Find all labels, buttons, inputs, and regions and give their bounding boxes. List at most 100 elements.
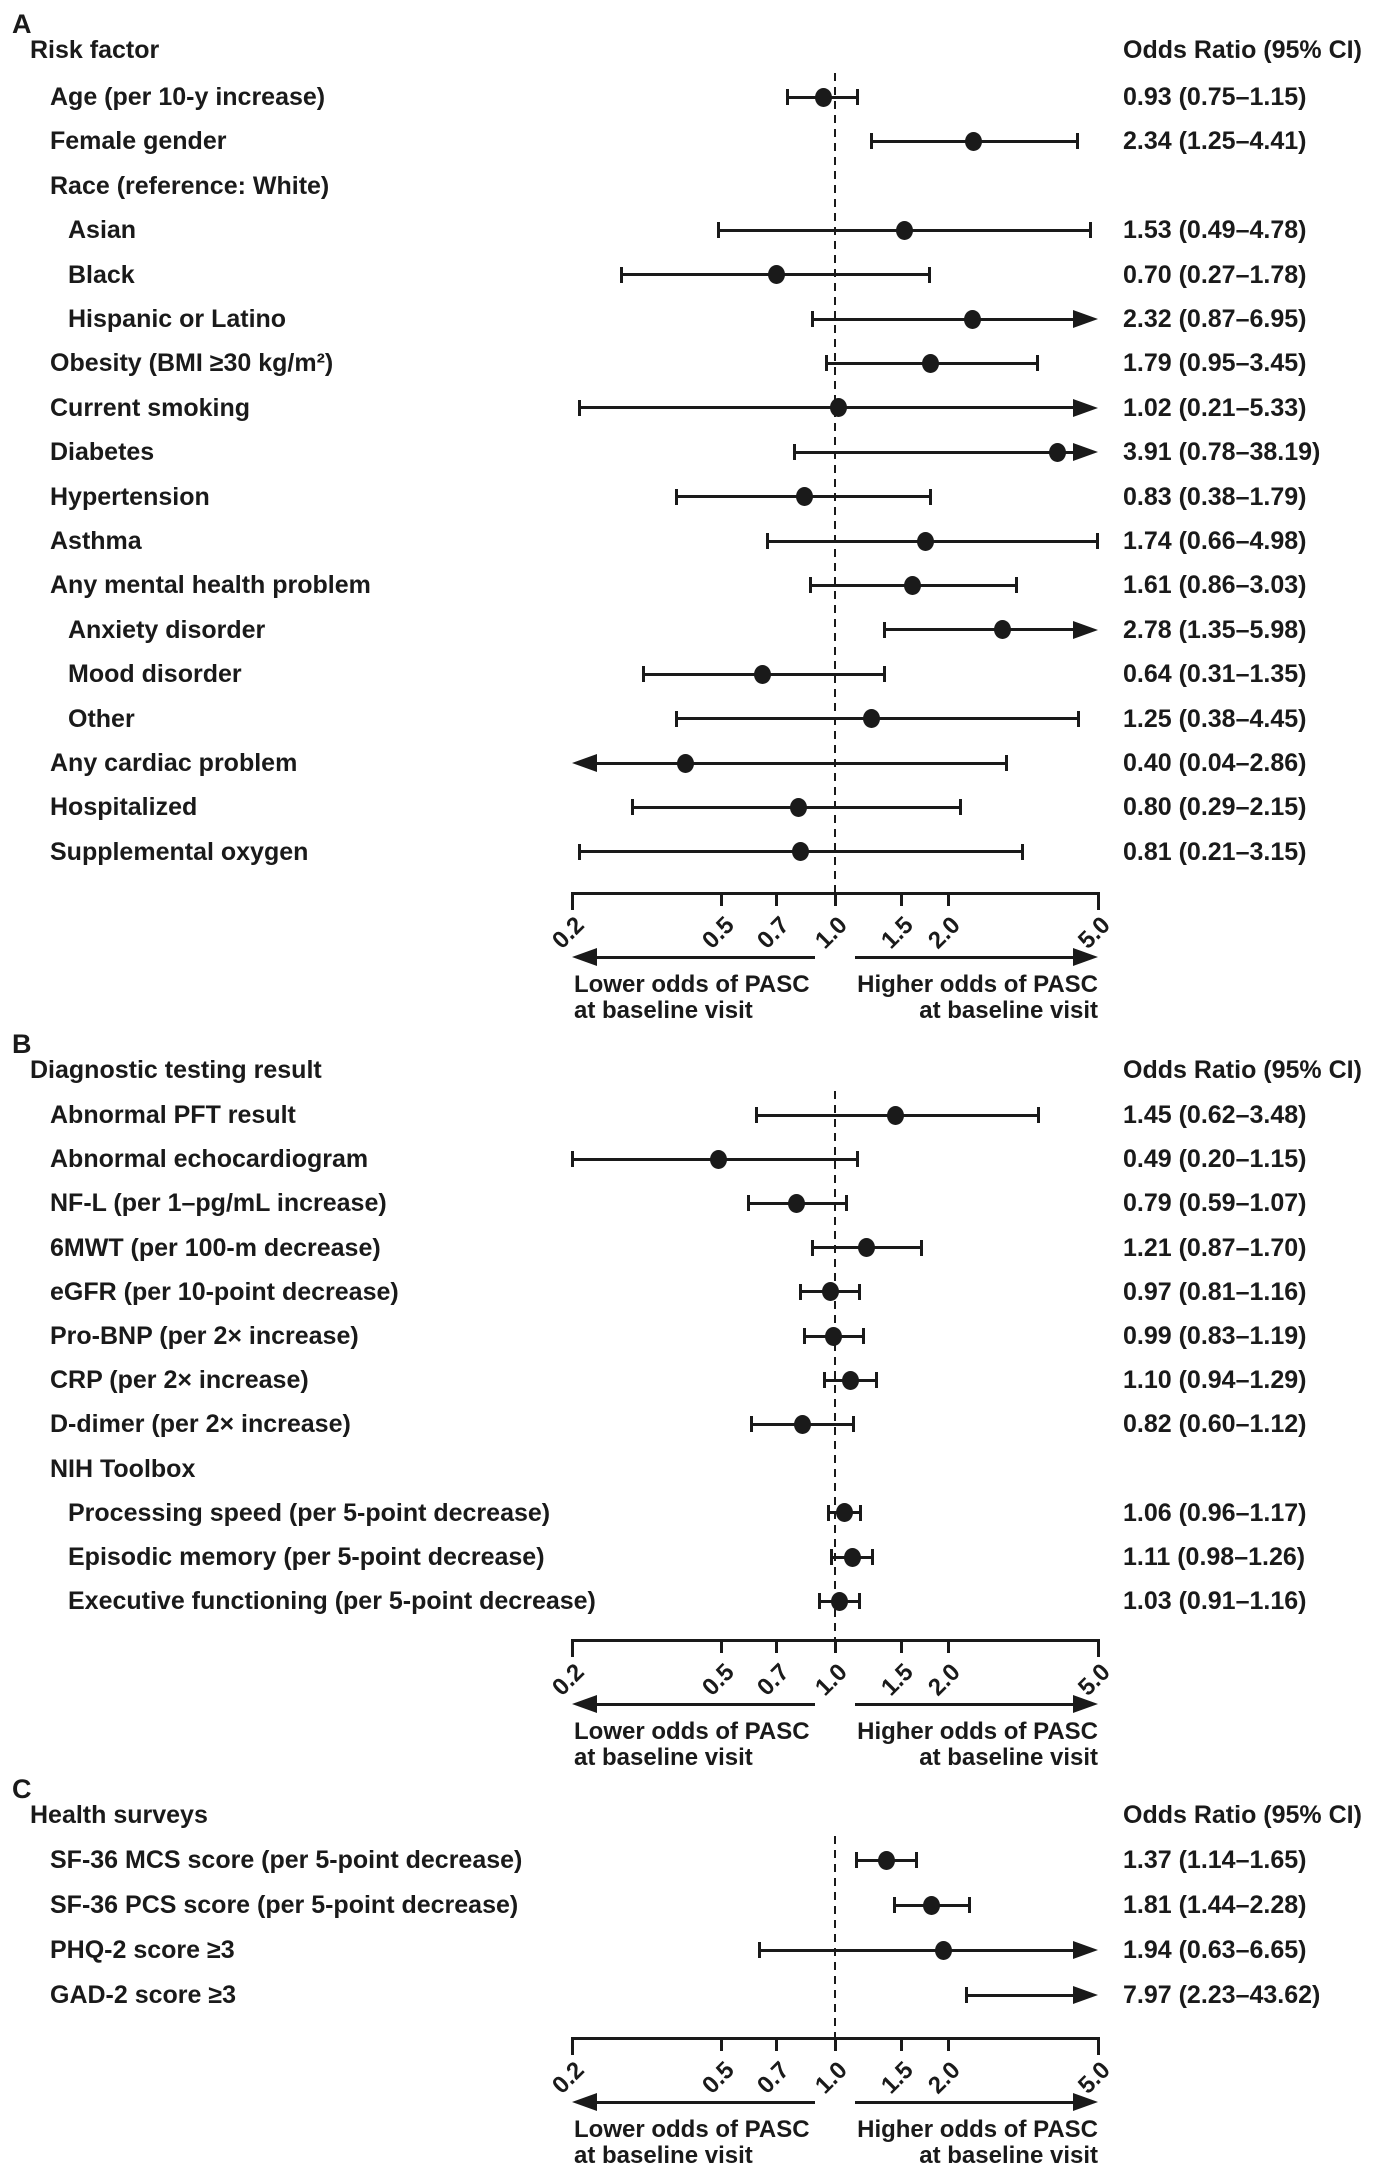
ci-cap-high [861,1328,865,1344]
row-label: Abnormal echocardiogram [50,1145,369,1174]
panel-letter: B [12,1029,32,1059]
axis-tick-label: 0.5 [696,2056,740,2100]
ci-cap-low [810,1239,814,1256]
ci-cap-low [882,621,886,638]
direction-label-left-line2: at baseline visit [574,1744,753,1771]
ci-cap-low [810,311,814,327]
ci-cap-high [859,1504,863,1521]
axis-tick-label: 0.2 [546,911,590,955]
or-value: 1.37 (1.14–1.65) [1123,1846,1307,1874]
row-label: D-dimer (per 2× increase) [50,1410,351,1439]
axis-tick-label: 5.0 [1072,2056,1116,2100]
value-column-header: Odds Ratio (95% CI) [1123,36,1362,64]
direction-arrowhead-right [1073,1695,1098,1713]
ci-cap-low [675,488,679,505]
or-dot [709,1149,727,1169]
ci-cap-low [747,1195,751,1212]
ci-cap-low [818,1593,822,1610]
ci-cap-high [844,1195,848,1212]
ci-cap-low [786,89,790,105]
direction-arrowhead-right [1073,948,1098,966]
ci-cap-high [1095,533,1099,549]
ci-cap-high [871,1549,875,1565]
or-dot [921,353,939,373]
direction-label-right-line1: Higher odds of PASC [857,971,1098,998]
direction-label-left-line1: Lower odds of PASC [574,971,810,998]
or-value: 1.06 (0.96–1.17) [1123,1498,1307,1527]
ci-cap-high [1035,355,1039,372]
reference-line [834,73,836,893]
ci-cap-high [1014,577,1018,594]
or-dot [794,1414,812,1434]
row-label: Anxiety disorder [68,615,266,644]
or-dot [843,1547,861,1567]
or-value: 1.94 (0.63–6.65) [1123,1936,1307,1964]
or-dot [923,1895,941,1915]
or-value: 7.97 (2.23–43.62) [1123,1981,1321,2009]
or-dot [877,1850,895,1870]
row-label: Hospitalized [50,793,198,822]
axis-tick [570,1641,574,1657]
direction-label-right-line1: Higher odds of PASC [857,2116,1098,2143]
or-dot [857,1238,875,1258]
or-value: 1.21 (0.87–1.70) [1123,1233,1307,1262]
or-dot [862,709,880,729]
row-label: Asian [68,216,137,245]
panel-letter: A [12,9,32,39]
ci-cap-high [958,799,962,816]
row-label: eGFR (per 10-point decrease) [50,1277,399,1306]
or-dot [814,87,832,107]
axis-tick-label: 0.7 [751,911,795,955]
row-label: 6MWT (per 100-m decrease) [50,1233,381,1262]
axis-tick [720,894,724,906]
or-value: 0.99 (0.83–1.19) [1123,1322,1307,1350]
ci-line [593,761,1007,765]
ci-cap-low [570,1151,574,1168]
or-value: 0.93 (0.75–1.15) [1123,83,1307,111]
or-value: 1.79 (0.95–3.45) [1123,349,1307,378]
ci-arrowhead-right [1073,1986,1098,2004]
ci-cap-high [915,1852,919,1868]
row-label: Female gender [50,127,227,156]
ci-cap-low [854,1852,858,1868]
direction-arrow-left-line [594,2100,815,2104]
or-value: 1.53 (0.49–4.78) [1123,216,1307,245]
or-dot [934,1940,952,1960]
ci-line [579,406,1077,410]
row-label: Any cardiac problem [50,749,298,777]
or-value: 1.02 (0.21–5.33) [1123,393,1307,422]
ci-cap-low [803,1328,807,1344]
reference-line [834,1836,836,2038]
or-value: 0.80 (0.29–2.15) [1123,793,1307,822]
axis-line [570,891,1100,895]
row-label: Episodic memory (per 5-point decrease) [68,1543,545,1571]
or-dot [993,620,1011,640]
axis-line [570,2036,1100,2040]
axis-tick [570,2039,574,2055]
or-dot [821,1282,839,1302]
row-label: Executive functioning (per 5-point decre… [68,1587,596,1616]
ci-cap-low [675,710,679,727]
or-value: 1.10 (0.94–1.29) [1123,1366,1307,1395]
or-value: 2.78 (1.35–5.98) [1123,615,1307,644]
ci-cap-low [830,1549,834,1565]
or-value: 1.74 (0.66–4.98) [1123,527,1307,555]
or-dot [895,220,913,240]
or-value: 0.97 (0.81–1.16) [1123,1277,1307,1306]
or-value: 1.25 (0.38–4.45) [1123,704,1307,733]
or-value: 0.70 (0.27–1.78) [1123,260,1307,289]
or-dot [792,842,810,862]
direction-arrow-right-line [855,2100,1075,2104]
axis-tick-label: 0.7 [751,1658,795,1702]
ci-cap-high [857,1283,861,1300]
ci-line [794,450,1077,454]
or-value: 1.11 (0.98–1.26) [1123,1543,1306,1571]
or-value: 0.64 (0.31–1.35) [1123,660,1307,689]
direction-label-right-line1: Higher odds of PASC [857,1718,1098,1745]
or-value: 1.45 (0.62–3.48) [1123,1101,1307,1129]
axis-tick-label: 0.2 [546,1658,590,1702]
axis-tick [833,1641,837,1653]
axis-tick [899,1641,903,1653]
row-label: Processing speed (per 5-point decrease) [68,1498,551,1527]
